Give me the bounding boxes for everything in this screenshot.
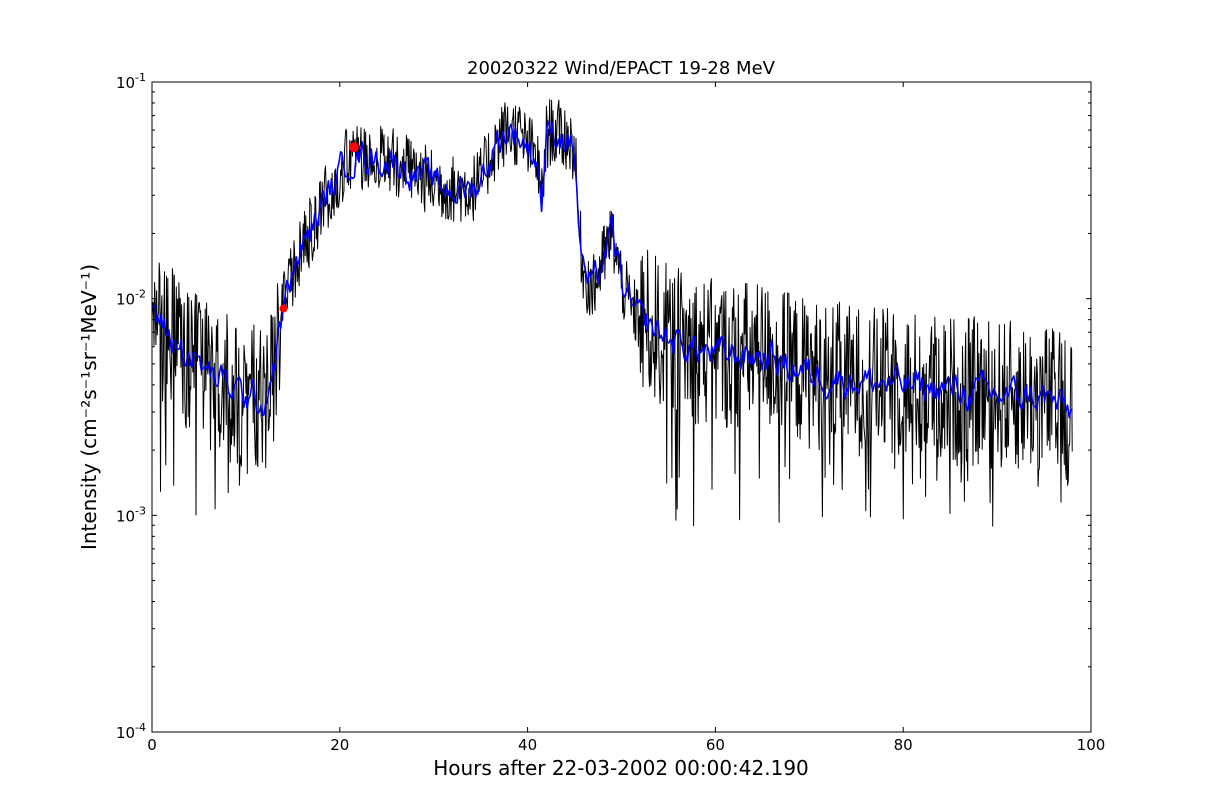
raw-intensity-series bbox=[151, 99, 1073, 527]
y-tick-label: 10-4 bbox=[116, 721, 146, 742]
series-layer bbox=[151, 99, 1073, 527]
x-tick-label: 40 bbox=[518, 736, 537, 754]
plot-frame bbox=[151, 81, 1092, 733]
chart-title: 20020322 Wind/EPACT 19-28 MeV bbox=[467, 58, 776, 79]
y-tick-label: 10-2 bbox=[116, 288, 146, 309]
tick-layer: 0 20 40 60 80 100 10-4 10-3 10-2 10-1 bbox=[116, 71, 1105, 754]
y-tick-label: 10-1 bbox=[116, 71, 146, 92]
marker-layer bbox=[279, 142, 359, 313]
smoothed-intensity-series bbox=[151, 120, 1073, 419]
x-tick-label: 20 bbox=[330, 736, 349, 754]
x-tick-label: 100 bbox=[1077, 736, 1106, 754]
x-tick-label: 80 bbox=[894, 736, 913, 754]
y-tick-label: 10-3 bbox=[116, 504, 146, 525]
x-tick-label: 0 bbox=[147, 736, 157, 754]
x-tick-label: 60 bbox=[706, 736, 725, 754]
event-marker bbox=[279, 304, 288, 313]
y-axis-label: Intensity (cm⁻²s⁻¹sr⁻¹MeV⁻¹) bbox=[77, 264, 101, 550]
x-axis-label: Hours after 22-03-2002 00:00:42.190 bbox=[433, 756, 809, 780]
event-marker bbox=[348, 142, 359, 153]
